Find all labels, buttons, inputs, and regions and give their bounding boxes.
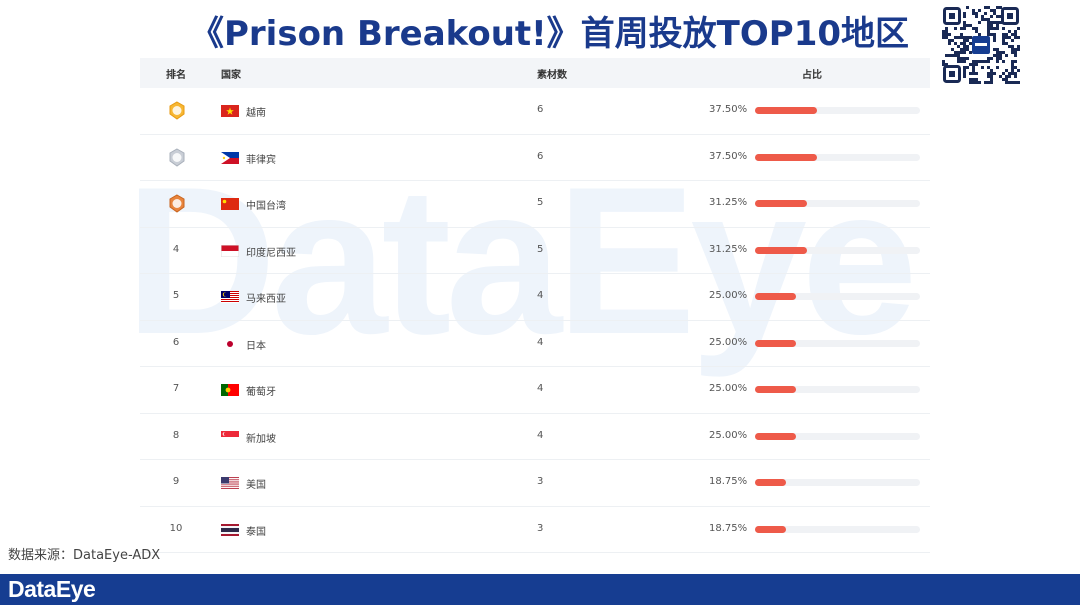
- share-percent: 31.25%: [709, 197, 748, 208]
- country-name: 新加坡: [246, 433, 276, 445]
- usa-flag-icon: [221, 477, 239, 489]
- vietnam-flag-icon: [221, 105, 239, 117]
- table-row: 7 葡萄牙 4 25.00%: [140, 367, 930, 414]
- country-name: 美国: [246, 480, 266, 491]
- material-count: 4: [537, 290, 544, 301]
- share-bar-fill: [755, 525, 786, 533]
- rank-number: 10: [169, 522, 183, 534]
- country-name: 泰国: [246, 526, 266, 538]
- header-share: 占比: [802, 70, 822, 81]
- material-count: 6: [537, 104, 544, 115]
- table-row: 中国台湾 5 31.25%: [140, 181, 930, 228]
- country-name: 葡萄牙: [246, 387, 276, 398]
- country-name: 印度尼西亚: [246, 247, 296, 259]
- share-bar-fill: [755, 200, 807, 207]
- table-row: 5 马来西亚 4 25.00%: [140, 274, 930, 321]
- footer-logo: DataEye: [8, 576, 96, 602]
- share-bar-track: [755, 107, 920, 114]
- material-count: 5: [537, 243, 544, 255]
- table-body: 越南 6 37.50% 菲律宾 6 37.50% 中国台湾 5 31.25% 4 印度尼西亚 5 31.…: [140, 88, 930, 553]
- share-percent: 31.25%: [709, 243, 748, 255]
- share-percent: 37.50%: [709, 104, 748, 115]
- share-bar-fill: [755, 339, 797, 347]
- thailand-flag-icon: [221, 523, 239, 536]
- share-bar-fill: [755, 293, 797, 300]
- share-bar-fill: [755, 246, 807, 254]
- bronze-medal-icon: [168, 194, 186, 214]
- material-count: 3: [537, 476, 544, 487]
- rank-number: 4: [172, 243, 180, 255]
- share-bar-track: [755, 293, 920, 300]
- share-percent: 18.75%: [709, 522, 748, 534]
- table-header: 排名 国家 素材数 占比: [140, 58, 930, 88]
- malaysia-flag-icon: [221, 291, 239, 303]
- table-row: 9 美国 3 18.75%: [140, 460, 930, 507]
- rank-number: 6: [172, 336, 180, 348]
- table-row: 8 新加坡 4 25.00%: [140, 414, 930, 460]
- share-percent: 18.75%: [709, 476, 748, 487]
- share-bar-track: [755, 200, 920, 207]
- footer-bar: DataEye: [0, 574, 1080, 605]
- table-row: 6 日本 4 25.00%: [140, 321, 930, 367]
- country-name: 日本: [246, 340, 266, 352]
- share-percent: 25.00%: [709, 336, 748, 348]
- rank-number: 7: [172, 383, 180, 394]
- share-bar-track: [755, 246, 920, 254]
- share-bar-track: [755, 479, 920, 486]
- share-bar-track: [755, 432, 920, 440]
- share-bar-fill: [755, 432, 797, 440]
- material-count: 4: [537, 336, 544, 348]
- page-title: 《Prison Breakout!》首周投放TOP10地区: [190, 14, 910, 54]
- country-name: 中国台湾: [246, 201, 286, 212]
- share-bar-track: [755, 525, 920, 533]
- country-name: 菲律宾: [246, 154, 276, 166]
- share-bar-track: [755, 153, 920, 161]
- table-row: 10 泰国 3 18.75%: [140, 507, 930, 553]
- share-bar-fill: [755, 107, 817, 114]
- material-count: 6: [537, 150, 544, 162]
- share-percent: 25.00%: [709, 429, 748, 441]
- share-bar-fill: [755, 479, 786, 486]
- table-row: 越南 6 37.50%: [140, 88, 930, 135]
- share-bar-fill: [755, 386, 797, 393]
- country-name: 马来西亚: [246, 294, 286, 305]
- share-percent: 25.00%: [709, 383, 748, 394]
- table-row: 菲律宾 6 37.50%: [140, 135, 930, 181]
- material-count: 4: [537, 429, 544, 441]
- share-percent: 37.50%: [709, 150, 748, 162]
- ranking-table: 排名 国家 素材数 占比 越南 6 37.50% 菲律宾 6 37.50% 中国台湾 5 31.…: [140, 58, 930, 553]
- silver-medal-icon: [168, 147, 186, 168]
- data-source-note: 数据来源：DataEye-ADX: [8, 548, 161, 563]
- header-count: 素材数: [537, 70, 567, 81]
- share-percent: 25.00%: [709, 290, 748, 301]
- material-count: 5: [537, 197, 544, 208]
- country-name: 越南: [246, 108, 266, 119]
- singapore-flag-icon: [221, 430, 239, 443]
- japan-flag-icon: [221, 337, 239, 350]
- indonesia-flag-icon: [221, 244, 239, 257]
- china-flag-icon: [221, 198, 239, 210]
- portugal-flag-icon: [221, 384, 239, 396]
- header-rank: 排名: [166, 70, 186, 81]
- rank-number: 5: [172, 290, 180, 301]
- share-bar-fill: [755, 153, 817, 161]
- table-row: 4 印度尼西亚 5 31.25%: [140, 228, 930, 274]
- rank-number: 8: [172, 429, 180, 441]
- header-country: 国家: [221, 70, 241, 81]
- share-bar-track: [755, 339, 920, 347]
- gold-medal-icon: [168, 101, 186, 121]
- philippines-flag-icon: [221, 151, 239, 164]
- material-count: 3: [537, 522, 544, 534]
- share-bar-track: [755, 386, 920, 393]
- rank-number: 9: [172, 476, 180, 487]
- qr-code-icon: [942, 6, 1020, 84]
- material-count: 4: [537, 383, 544, 394]
